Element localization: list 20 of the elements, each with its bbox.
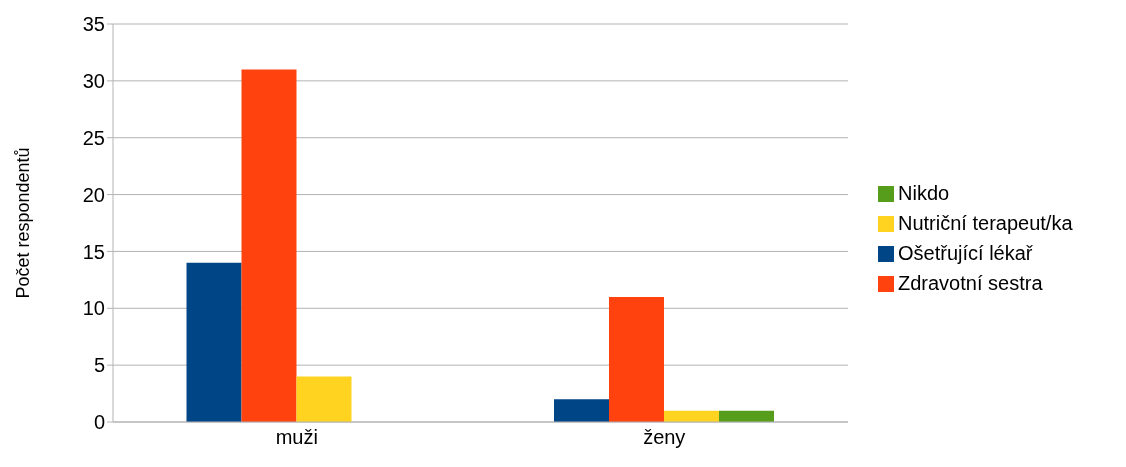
legend-label: Ošetřující lékař (898, 241, 1033, 264)
legend-label: Nikdo (898, 181, 950, 204)
y-tick-label: 30 (82, 69, 105, 92)
bar (554, 399, 609, 422)
y-tick-label: 10 (82, 297, 105, 320)
y-axis-title: Počet respondentů (13, 147, 34, 299)
x-tick-label: muži (275, 426, 318, 449)
legend-label: Zdravotní sestra (898, 271, 1043, 294)
bar (186, 262, 242, 422)
y-tick-label: 35 (82, 13, 105, 36)
y-tick-label: 20 (82, 183, 105, 206)
y-tick-label: 5 (93, 354, 105, 377)
bar (241, 69, 297, 422)
y-tick-label: 15 (82, 240, 105, 263)
legend-label: Nutriční terapeut/ka (898, 211, 1073, 234)
y-tick-label: 0 (93, 411, 105, 434)
bar (296, 376, 352, 422)
bar (609, 296, 664, 422)
x-tick-label: ženy (643, 426, 686, 449)
y-tick-label: 25 (82, 126, 105, 149)
